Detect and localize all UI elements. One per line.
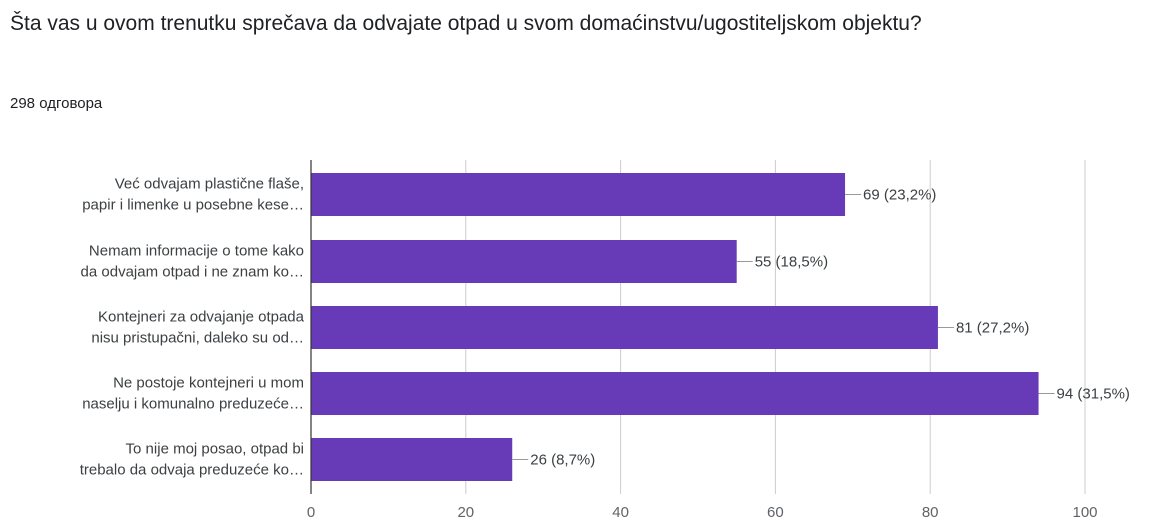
- data-label: 81 (27,2%): [956, 320, 1029, 337]
- category-label: Kontejneri za odvajanje otpada: [98, 309, 305, 326]
- x-tick-label: 60: [767, 504, 784, 521]
- category-label: papir i limenke u posebne kese…: [82, 197, 304, 214]
- bar[interactable]: [311, 173, 846, 216]
- data-label: 69 (23,2%): [863, 187, 936, 204]
- x-tick-label: 100: [1072, 504, 1097, 521]
- category-label: da odvajam otpad i ne znam ko…: [81, 264, 304, 281]
- data-label: 94 (31,5%): [1057, 386, 1130, 403]
- category-label: nisu pristupačni, daleko su od…: [91, 330, 304, 347]
- x-tick-label: 80: [922, 504, 939, 521]
- bar[interactable]: [311, 306, 938, 349]
- axis: 0 20 40 60 80 100: [307, 160, 1098, 521]
- category-label: Već odvajam plastične flaše,: [115, 176, 304, 193]
- category-label: Ne postoje kontejneri u mom: [113, 375, 304, 392]
- question-title: Šta vas u ovom trenutku sprečava da odva…: [10, 12, 922, 35]
- x-tick-label: 40: [612, 504, 629, 521]
- data-label: 55 (18,5%): [755, 254, 828, 271]
- category-label: trebalo da odvaja preduzeće ko…: [80, 462, 304, 479]
- bar[interactable]: [311, 240, 737, 283]
- data-label: 26 (8,7%): [530, 452, 595, 469]
- labels: 69 (23,2%) Već odvajam plastične flaše, pa…: [80, 176, 1130, 479]
- x-tick-label: 20: [457, 504, 474, 521]
- response-count: 298 одговора: [10, 95, 103, 112]
- category-label: To nije moj posao, otpad bi: [126, 441, 304, 458]
- category-label: naselju i komunalno preduzeće…: [82, 396, 304, 413]
- bar[interactable]: [311, 438, 513, 481]
- category-label: Nemam informacije o tome kako: [89, 243, 304, 260]
- bar[interactable]: [311, 372, 1039, 415]
- bars: [311, 173, 1039, 481]
- x-tick-label: 0: [307, 504, 315, 521]
